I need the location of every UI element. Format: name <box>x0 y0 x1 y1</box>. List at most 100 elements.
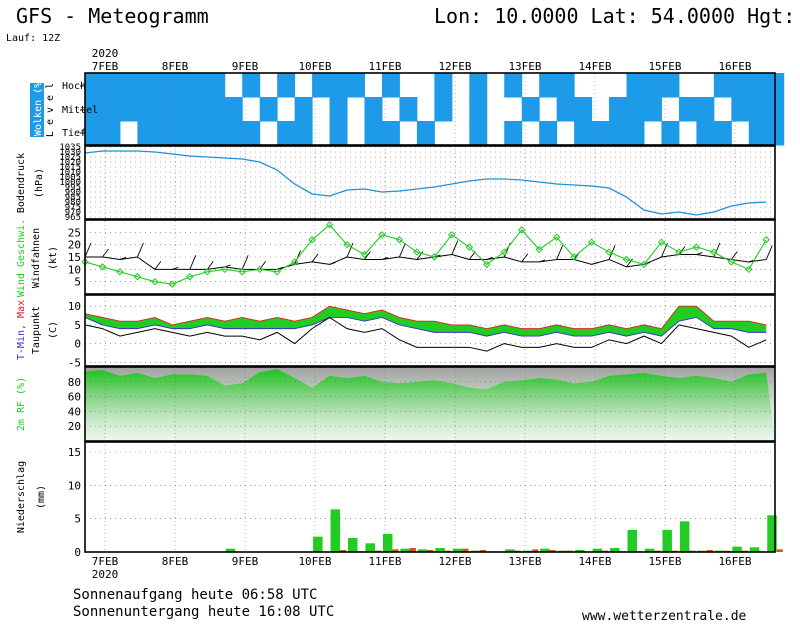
cloud-cell <box>609 121 628 146</box>
wind-speed-point <box>413 248 421 256</box>
cloud-cell <box>713 73 732 98</box>
cloud-cell <box>609 97 628 122</box>
wind-unit-label: (kt) <box>48 246 59 270</box>
cloud-cell <box>661 73 680 98</box>
wind-speed-point <box>133 273 142 281</box>
wind-barb <box>399 242 406 258</box>
wind-barb <box>730 251 738 260</box>
cloud-cell <box>102 73 121 98</box>
cloud-cell <box>661 121 680 146</box>
precip-bar <box>732 546 742 552</box>
cloud-cell <box>643 73 662 98</box>
cloud-cell <box>381 73 400 98</box>
cloud-cell <box>172 97 191 122</box>
cloud-cell <box>678 97 697 122</box>
bottom-day-label: 15FEB <box>648 555 681 568</box>
precip-bar <box>365 543 375 552</box>
cloud-cell <box>207 121 226 146</box>
precip-conv-bar <box>340 550 347 552</box>
humidity-axis-label: 2m RF (%) <box>16 377 27 431</box>
pressure-tick-label: 1010 <box>59 168 81 178</box>
pressure-tick-label: 985 <box>65 193 81 203</box>
precip-bar <box>644 548 655 552</box>
precip-bar <box>435 548 445 552</box>
precip-conv-bar <box>409 548 416 552</box>
precip-bar <box>592 548 603 552</box>
wind-barb <box>416 251 424 260</box>
bottom-day-label: 16FEB <box>718 555 751 568</box>
wind-speed-point <box>570 253 578 261</box>
wind-speed-point <box>710 248 718 256</box>
cloud-cell <box>154 73 173 98</box>
precip-bar <box>225 548 236 552</box>
precip-bar <box>679 521 690 552</box>
wind-tick-label: 10 <box>68 263 81 276</box>
wind-tick-label: 15 <box>68 251 81 264</box>
cloud-cell <box>748 121 767 146</box>
wind-speed-point <box>500 248 508 256</box>
bottom-day-label: 7FEB <box>92 555 119 568</box>
wind-speed-point <box>675 248 683 256</box>
cloud-cell <box>574 121 593 146</box>
wind-speed-point <box>692 243 701 251</box>
cloud-cell <box>469 97 488 122</box>
cloud-cell <box>137 97 156 122</box>
top-day-label: 15FEB <box>648 60 681 73</box>
cloud-cell <box>539 121 558 146</box>
precip-axis-label: Niederschlag <box>16 461 27 533</box>
wind-speed-point <box>395 236 404 244</box>
wind-speed-point <box>98 263 107 271</box>
precip-conv-bar <box>532 549 539 552</box>
pressure-tick-label: 970 <box>65 208 81 218</box>
temp-unit-label: (C) <box>48 321 59 339</box>
cloud-cell <box>85 73 103 98</box>
cloud-cell <box>626 73 645 98</box>
bottom-day-label: 12FEB <box>438 555 471 568</box>
precip-conv-bar <box>776 549 783 552</box>
website-link[interactable]: www.wetterzentrale.de <box>582 609 747 624</box>
pressure-tick-label: 965 <box>65 213 81 223</box>
cloud-cell <box>172 121 191 146</box>
wind-barb <box>556 245 564 260</box>
wind-speed-point <box>640 260 648 269</box>
wind-speed-point <box>622 255 631 264</box>
cloud-cell <box>434 73 453 98</box>
cloud-cell <box>172 73 191 98</box>
cloud-cell <box>224 97 243 122</box>
cloud-cell <box>137 73 156 98</box>
wind-barb <box>678 246 686 255</box>
humidity-tick-label: 80 <box>68 376 81 389</box>
tmin-line <box>84 316 767 337</box>
top-day-label: 14FEB <box>578 60 611 73</box>
wind-speed-point <box>448 231 456 239</box>
cloud-cell <box>102 121 121 146</box>
wind-speed-point <box>343 240 351 249</box>
cloud-cell <box>189 121 208 146</box>
cloud-level-hoch: Hoch <box>62 81 86 92</box>
temp-tick-label: 0 <box>74 338 81 351</box>
pressure-tick-label: 975 <box>65 203 81 213</box>
wind-barb <box>84 242 92 258</box>
pressure-axis-label: Bodendruck <box>16 153 27 213</box>
cloud-cell <box>731 73 750 98</box>
cloud-cell <box>189 97 208 122</box>
top-day-label: 10FEB <box>298 60 331 73</box>
cloud-cell <box>329 97 348 122</box>
wind-speed-point <box>186 273 194 281</box>
sunset-text: Sonnenuntergang heute 16:08 UTC <box>73 604 335 620</box>
wind-speed-point <box>360 250 369 259</box>
top-day-label: 8FEB <box>162 60 189 73</box>
cloud-cell <box>294 121 313 146</box>
wind-barb <box>765 245 773 260</box>
tmax-label: Max <box>16 300 27 318</box>
precip-bar <box>313 536 323 552</box>
wind-speed-point <box>168 280 177 288</box>
bottom-day-label: 11FEB <box>368 555 401 568</box>
cloud-cell <box>469 121 488 146</box>
cloud-cell <box>504 73 523 98</box>
cloud-label-bg <box>30 83 44 137</box>
precip-unit-label: (mm) <box>36 485 47 509</box>
cloud-cell <box>189 73 208 98</box>
cloud-cell <box>399 97 418 122</box>
